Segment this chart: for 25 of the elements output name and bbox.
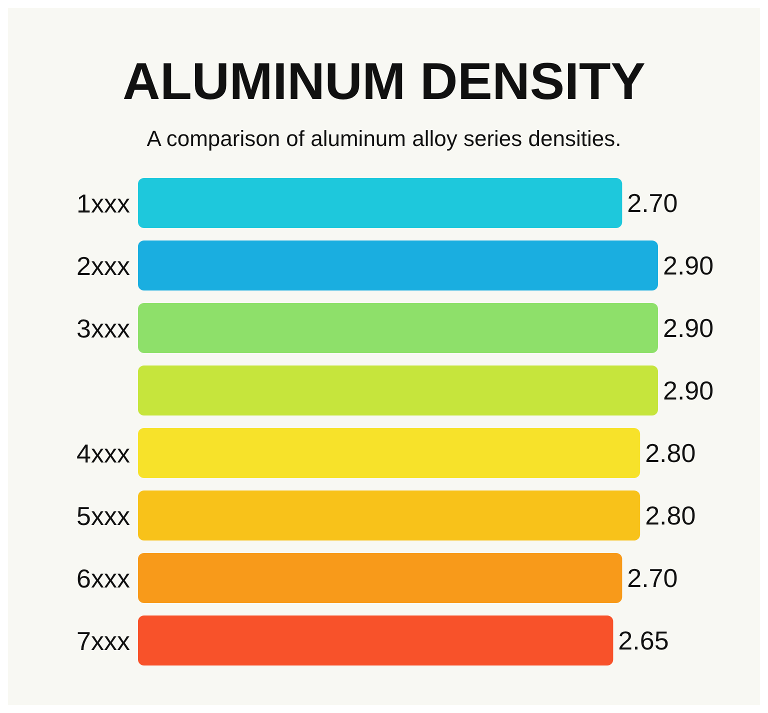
bar (138, 303, 658, 353)
data-label: 2.65 (618, 626, 669, 656)
bar (138, 428, 640, 478)
bar (138, 366, 658, 416)
y-tick-label: 2xxx (76, 250, 130, 281)
data-label: 2.80 (645, 438, 696, 468)
y-tick-label: 3xxx (76, 313, 130, 344)
y-tick-label: 4xxx (76, 438, 130, 468)
bar (138, 240, 658, 290)
y-tick-label: 1xxx (76, 188, 130, 218)
data-label: 2.90 (663, 250, 714, 281)
bar (138, 553, 622, 603)
chart-title: ALUMINUM DENSITY (122, 52, 646, 112)
y-tick-label: 6xxx (76, 563, 130, 594)
y-tick-label: 7xxx (76, 626, 130, 656)
data-label: 2.70 (627, 563, 678, 594)
bar (138, 616, 614, 666)
data-label: 2.90 (663, 376, 714, 406)
bar (138, 490, 640, 540)
y-tick-label: 5xxx (76, 500, 130, 531)
chart-subtitle: A comparison of aluminum alloy series densities. (146, 126, 622, 152)
data-label: 2.70 (627, 188, 678, 218)
data-label: 2.90 (663, 313, 714, 344)
data-label: 2.80 (645, 500, 696, 531)
bar (138, 178, 622, 228)
